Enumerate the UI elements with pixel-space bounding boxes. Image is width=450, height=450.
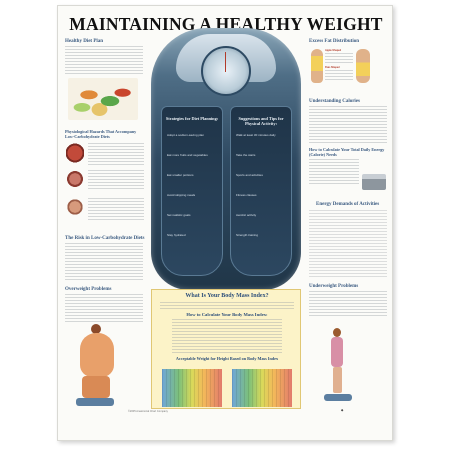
overweight-text	[65, 294, 143, 324]
diet-strategy-item: Stay hydrated	[167, 233, 186, 237]
heart-image	[66, 143, 84, 163]
fat-distribution-heading: Excess Fat Distribution	[309, 39, 359, 44]
bmi-box: What Is Your Body Mass Index? How to Cal…	[151, 289, 301, 409]
overweight-scale	[76, 398, 114, 406]
diet-plan-text	[65, 46, 143, 76]
bmi-title: What Is Your Body Mass Index?	[185, 293, 269, 299]
organ-text	[88, 170, 144, 190]
hazards-heading: Physiological Hazards That Accompany Low…	[65, 129, 137, 139]
pear-shape-figure	[356, 49, 370, 83]
diet-strategy-item: Avoid skipping meals	[167, 193, 196, 197]
risk-text	[65, 243, 143, 281]
apple-shape-figure	[311, 49, 323, 83]
underweight-figure-head	[333, 328, 341, 337]
bmi-chart-title: Acceptable Weight for Height Based on Bo…	[175, 356, 279, 361]
bmi-steps-text	[172, 319, 282, 353]
scale-needle	[225, 52, 227, 72]
activity-tip-item: Take the stairs	[236, 153, 256, 157]
healthy-food-image	[68, 78, 138, 120]
activity-tips-title: Suggestions and Tips for Physical Activi…	[238, 116, 284, 127]
diet-strategy-item: Eat more fruits and vegetables	[167, 153, 208, 157]
activity-tip-item: Aerobic activity	[236, 213, 257, 217]
diet-plan-heading: Healthy Diet Plan	[65, 39, 104, 44]
calc-text	[309, 159, 359, 185]
activity-tip-item: Sports and activities	[236, 173, 263, 177]
heart-text	[88, 143, 144, 165]
overweight-figure-head	[91, 324, 101, 334]
poster-title: MAINTAINING A HEALTHY WEIGHT	[69, 14, 383, 34]
overweight-figure-legs	[82, 376, 110, 398]
diet-strategy-item: Eat smaller portions	[167, 173, 194, 177]
calc-heading: How to Calculate Your Total Daily Energy…	[309, 147, 385, 157]
overweight-heading: Overweight Problems	[65, 287, 112, 292]
risk-heading: The Risk in Low-Carbohydrate Diets	[65, 236, 145, 241]
activity-tip-item: Walk at least 30 minutes daily	[236, 133, 276, 137]
underweight-figure-legs	[333, 367, 342, 393]
diet-strategies-panel	[161, 106, 223, 276]
kidney-text	[88, 198, 144, 220]
poster: MAINTAINING A HEALTHY WEIGHT Healthy Die…	[57, 5, 393, 441]
bmi-table-women	[162, 369, 222, 407]
bmi-how-heading: How to Calculate Your Body Mass Index:	[186, 312, 268, 317]
apple-shape-text	[325, 53, 353, 63]
pear-shape-label: Pear-Shaped	[325, 66, 340, 69]
activity-tip-item: Fitness classes	[236, 193, 257, 197]
bmi-table-men	[232, 369, 292, 407]
underweight-text	[309, 291, 387, 317]
underweight-figure-body	[331, 337, 343, 367]
organ-image	[66, 170, 84, 188]
copyright-footer: ©2005 Anatomical Chart Company	[128, 410, 168, 413]
underweight-heading: Underweight Problems	[309, 284, 359, 289]
pear-shape-text	[325, 70, 353, 80]
activity-tip-item: Strength training	[236, 233, 259, 237]
activity-tips-panel	[230, 106, 292, 276]
calculator-icon	[362, 174, 386, 190]
overweight-figure-body	[80, 333, 114, 377]
calories-text	[309, 106, 387, 144]
energy-demands-table	[309, 210, 387, 278]
underweight-scale	[324, 394, 352, 401]
bmi-intro-text	[160, 302, 294, 310]
apple-shape-label: Apple-Shaped	[325, 49, 342, 52]
calories-heading: Understanding Calories	[309, 99, 360, 104]
energy-demands-heading: Energy Demands of Activities	[316, 202, 380, 207]
diet-strategy-item: Adopt a sodium-saving plan	[167, 133, 205, 137]
diet-strategies-title: Strategies for Diet Planning:	[165, 116, 219, 121]
kidney-image	[66, 198, 84, 216]
publisher-logo: ◆	[341, 408, 344, 412]
bmi-chart	[158, 363, 296, 407]
diet-strategy-item: Set realistic goals	[167, 213, 191, 217]
